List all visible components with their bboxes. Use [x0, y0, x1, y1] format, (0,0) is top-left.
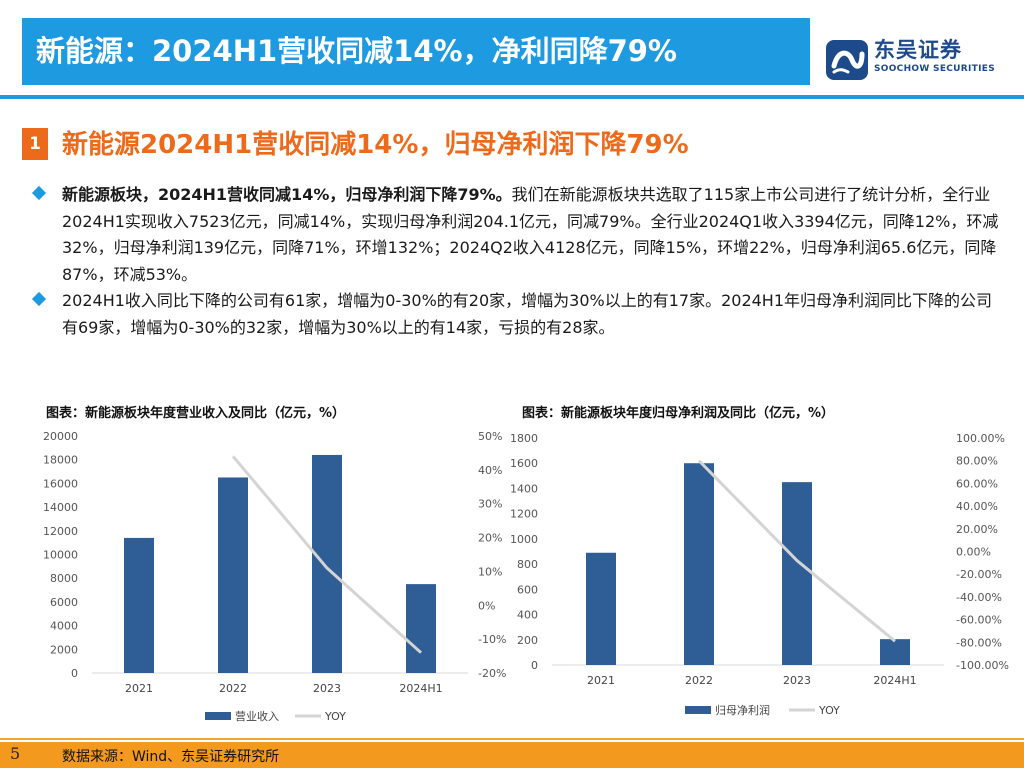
left-axis-tick-label: 20000	[43, 430, 78, 443]
soochow-logo-icon	[826, 40, 868, 80]
left-axis-tick-label: 400	[517, 609, 538, 622]
logo-text-cn: 东吴证券	[874, 38, 962, 62]
source-note: 数据来源：Wind、东吴证券研究所	[62, 749, 280, 765]
title-bar: 新能源：2024H1营收同减14%，净利同降79%	[22, 18, 810, 85]
right-axis-tick-label: 40%	[478, 464, 502, 477]
footer-bar	[0, 742, 1024, 768]
bullet-bold-lead: 新能源板块，2024H1营收同减14%，归母净利润下降79%。	[62, 185, 512, 204]
legend-label-bar: 归母净利润	[715, 703, 770, 717]
right-axis-tick-label: -10%	[478, 633, 506, 646]
right-axis-tick-label: 60.00%	[956, 477, 998, 490]
right-axis-tick-label: 20.00%	[956, 523, 998, 536]
x-tick-label: 2024H1	[399, 682, 442, 695]
left-axis-tick-label: 16000	[43, 477, 78, 490]
bar-2024H1	[880, 639, 910, 665]
right-axis-tick-label: 40.00%	[956, 500, 998, 513]
left-axis-tick-label: 18000	[43, 454, 78, 467]
chart-title-revenue: 图表：新能源板块年度营业收入及同比（亿元，%）	[46, 406, 346, 421]
legend-label-line: YOY	[818, 704, 840, 717]
page-title: 新能源：2024H1营收同减14%，净利同降79%	[36, 34, 677, 68]
x-tick-label: 2023	[783, 674, 811, 687]
right-axis-tick-label: 50%	[478, 430, 502, 443]
bar-2023	[782, 482, 812, 665]
page-number: 5	[10, 744, 21, 763]
right-axis-tick-label: 80.00%	[956, 455, 998, 468]
left-axis-tick-label: 8000	[50, 572, 78, 585]
right-axis-tick-label: 100.00%	[956, 432, 1005, 445]
left-axis-tick-label: 600	[517, 583, 538, 596]
right-axis-tick-label: -40.00%	[956, 591, 1002, 604]
x-tick-label: 2021	[125, 682, 153, 695]
bullet-item: 2024H1收入同比下降的公司有61家，增幅为0-30%的有20家，增幅为30%…	[30, 288, 1000, 341]
x-tick-label: 2024H1	[873, 674, 916, 687]
left-axis-tick-label: 6000	[50, 596, 78, 609]
x-tick-label: 2022	[219, 682, 247, 695]
x-tick-label: 2023	[313, 682, 341, 695]
company-logo: 东吴证券 SOOCHOW SECURITIES	[826, 38, 1016, 86]
legend-swatch-bar	[685, 706, 711, 714]
right-axis-tick-label: 20%	[478, 532, 502, 545]
yoy-line	[231, 455, 423, 654]
right-axis-tick-label: 10%	[478, 565, 502, 578]
left-axis-tick-label: 800	[517, 558, 538, 571]
bullet-item: 新能源板块，2024H1营收同减14%，归母净利润下降79%。我们在新能源板块共…	[30, 182, 1000, 288]
bullet-text: 2024H1收入同比下降的公司有61家，增幅为0-30%的有20家，增幅为30%…	[62, 291, 993, 337]
right-axis-tick-label: -20.00%	[956, 568, 1002, 581]
left-axis-tick-label: 1800	[510, 432, 538, 445]
profit-chart: 0 200 400 600 800 1000 1200 1400 1600 1800 -100.00…	[510, 432, 1009, 717]
left-axis-tick-label: 1000	[510, 533, 538, 546]
bar-2023	[312, 454, 342, 673]
left-axis-tick-label: 1200	[510, 508, 538, 521]
right-axis-tick-label: -20%	[478, 667, 506, 680]
left-axis-tick-label: 1600	[510, 457, 538, 470]
revenue-chart: 0 2000 4000 6000 8000 10000 12000 14000 16000 180…	[43, 430, 506, 723]
yoy-line	[697, 459, 896, 643]
left-axis-tick-label: 10000	[43, 549, 78, 562]
bar-2021	[586, 552, 616, 665]
x-tick-label: 2021	[587, 674, 615, 687]
chart-title-profit: 图表：新能源板块年度归母净利润及同比（亿元，%）	[522, 406, 835, 421]
bullet-text: 我们在新能源板块共选取了115家上市公司进行了统计分析，全行业2024H1实现收…	[62, 185, 999, 284]
left-axis-tick-label: 0	[71, 667, 78, 680]
section-number: 1	[22, 128, 48, 160]
footer-divider	[0, 738, 1024, 740]
bar-2024H1	[406, 584, 436, 673]
right-axis-tick-label: 0.00%	[956, 546, 991, 559]
left-axis-tick-label: 4000	[50, 620, 78, 633]
diamond-bullet-icon	[31, 291, 47, 307]
left-axis-tick-label: 0	[531, 659, 538, 672]
right-axis-tick-label: -100.00%	[956, 659, 1009, 672]
legend-swatch-bar	[205, 712, 231, 720]
bar-2022	[218, 477, 248, 673]
left-axis-tick-label: 200	[517, 634, 538, 647]
right-axis-tick-label: -80.00%	[956, 636, 1002, 649]
right-axis-tick-label: 30%	[478, 498, 502, 511]
left-axis-tick-label: 1400	[510, 482, 538, 495]
left-axis-tick-label: 12000	[43, 525, 78, 538]
right-axis-tick-label: -60.00%	[956, 614, 1002, 627]
diamond-bullet-icon	[31, 185, 47, 201]
logo-text-en: SOOCHOW SECURITIES	[874, 64, 995, 74]
x-tick-label: 2022	[685, 674, 713, 687]
bar-2022	[684, 463, 714, 665]
section-title: 新能源2024H1营收同减14%，归母净利润下降79%	[62, 130, 689, 160]
header-divider	[0, 95, 1024, 99]
left-axis-tick-label: 14000	[43, 501, 78, 514]
legend-label-bar: 营业收入	[235, 709, 279, 723]
bullet-list: 新能源板块，2024H1营收同减14%，归母净利润下降79%。我们在新能源板块共…	[30, 182, 1000, 341]
bar-2021	[124, 537, 154, 673]
left-axis-tick-label: 2000	[50, 643, 78, 656]
legend-label-line: YOY	[324, 710, 346, 723]
right-axis-tick-label: 0%	[478, 599, 495, 612]
